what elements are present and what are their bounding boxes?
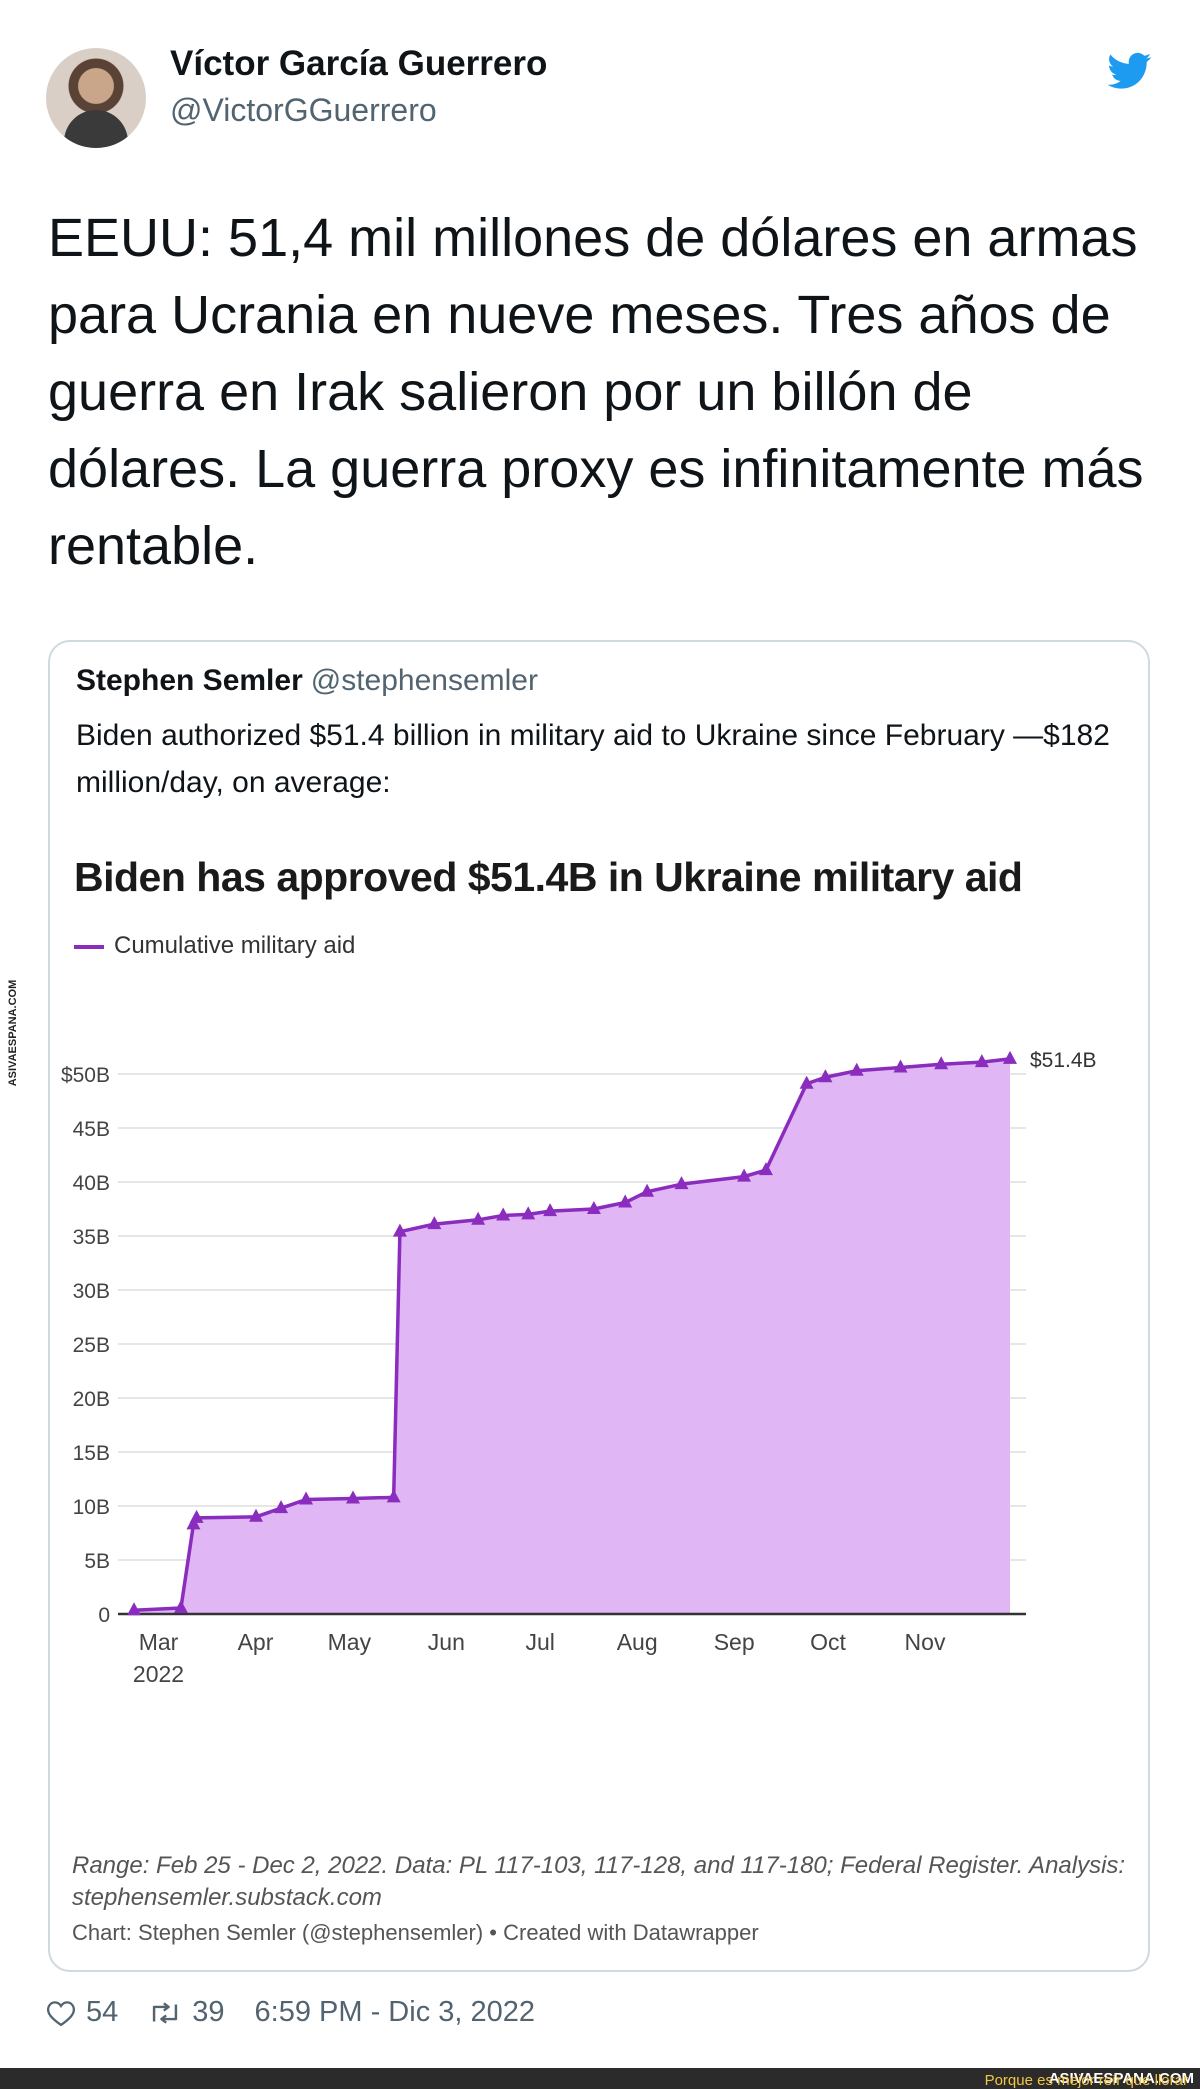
x-tick-label: Aug xyxy=(617,1629,658,1655)
data-point xyxy=(471,1211,486,1225)
data-point xyxy=(299,1491,314,1505)
data-point xyxy=(249,1508,264,1522)
data-point xyxy=(427,1216,442,1230)
data-point xyxy=(173,1600,188,1614)
x-tick-label: Oct xyxy=(810,1629,846,1655)
quoted-tweet-text: Biden authorized $51.4 billion in milita… xyxy=(76,719,1110,799)
heart-icon xyxy=(47,2000,75,2026)
retweet-count: 39 xyxy=(192,1996,225,2028)
quoted-author-handle: @stephensemler xyxy=(310,664,538,697)
y-tick-label: 0 xyxy=(98,1604,110,1627)
data-point xyxy=(1003,1050,1017,1064)
chart-legend: Cumulative military aid xyxy=(74,932,355,960)
chart-notes: Range: Feb 25 - Dec 2, 2022. Data: PL 11… xyxy=(72,1852,1126,1911)
data-point xyxy=(274,1500,289,1514)
quoted-tweet[interactable]: Stephen Semler @stephensemler Biden autho… xyxy=(48,640,1150,1972)
x-tick-label: Nov xyxy=(905,1629,946,1655)
banner-text[interactable]: Porque es mejor reír que llorar ASIVAESP… xyxy=(985,2070,1194,2089)
data-point xyxy=(893,1059,908,1073)
like-count: 54 xyxy=(86,1996,119,2028)
data-point xyxy=(799,1075,814,1089)
data-point xyxy=(849,1062,864,1076)
y-tick-label: 5B xyxy=(84,1550,110,1573)
x-tick-label: May xyxy=(328,1629,372,1655)
y-tick-label: 35B xyxy=(73,1226,110,1249)
data-point xyxy=(758,1162,773,1176)
legend-swatch xyxy=(74,944,104,949)
chart-title: Biden has approved $51.4B in Ukraine mil… xyxy=(74,854,1023,900)
quoted-author-name: Stephen Semler xyxy=(76,664,303,697)
side-watermark-text: ASIVAESPANA.COM xyxy=(7,979,19,1087)
y-tick-label: 25B xyxy=(73,1334,110,1357)
data-point xyxy=(543,1203,558,1217)
x-tick-label: Jun xyxy=(428,1629,465,1655)
tweet-footer: 54 39 6:59 PM - Dic 3, 2022 xyxy=(46,1996,535,2029)
end-value-label: $51.4B xyxy=(1030,1049,1097,1072)
retweet-icon xyxy=(153,2001,178,2024)
tweet-timestamp[interactable]: 6:59 PM - Dic 3, 2022 xyxy=(254,1996,536,2028)
banner-brand: ASIVAESPANA.COM xyxy=(1048,2070,1194,2087)
series-area xyxy=(134,1058,1010,1614)
data-point xyxy=(674,1176,689,1190)
x-tick-label: Apr xyxy=(238,1629,274,1655)
data-point xyxy=(618,1194,633,1208)
chart-credit: Chart: Stephen Semler (@stephensemler) •… xyxy=(72,1920,759,1945)
twitter-bird-icon[interactable] xyxy=(1108,52,1152,90)
y-tick-label: 30B xyxy=(73,1280,110,1303)
tweet-text: EEUU: 51,4 mil millones de dólares en ar… xyxy=(48,208,1144,576)
data-point xyxy=(386,1489,401,1503)
data-point xyxy=(640,1183,655,1197)
y-tick-label: 10B xyxy=(73,1496,110,1519)
like-button[interactable]: 54 xyxy=(46,1996,118,2029)
author-name[interactable]: Víctor García Guerrero xyxy=(170,44,548,83)
quoted-author[interactable]: Stephen Semler @stephensemler xyxy=(76,664,538,698)
data-point xyxy=(818,1069,833,1083)
author-handle[interactable]: @VictorGGuerrero xyxy=(170,92,437,128)
aid-area-chart: 0 5B 10B 15B 20B 25B 30B 35B 40B 45B $50B $51.4B Mar… xyxy=(61,1049,1097,1687)
banner-slogan: Porque es mejor reír que llorar xyxy=(984,2072,1188,2089)
data-point xyxy=(586,1201,601,1214)
side-watermark: ASIVAESPANA.COM xyxy=(4,975,22,1095)
x-tick-label: Mar xyxy=(139,1629,179,1655)
data-point xyxy=(737,1168,752,1182)
y-tick-label: 20B xyxy=(73,1388,110,1411)
y-tick-label: 15B xyxy=(73,1442,110,1465)
x-tick-label: Sep xyxy=(714,1629,755,1655)
avatar[interactable] xyxy=(46,48,146,148)
legend-label: Cumulative military aid xyxy=(114,932,356,959)
x-tick-label: Jul xyxy=(525,1629,554,1655)
data-point xyxy=(934,1056,949,1070)
x-tick-sublabel: 2022 xyxy=(133,1661,184,1687)
data-point xyxy=(127,1602,141,1616)
y-tick-label: $50B xyxy=(61,1064,110,1087)
data-point xyxy=(974,1054,989,1068)
data-point xyxy=(392,1223,407,1237)
data-point xyxy=(346,1490,360,1504)
data-point xyxy=(496,1207,511,1221)
retweet-button[interactable]: 39 xyxy=(148,1996,225,2029)
data-point xyxy=(189,1509,204,1523)
data-point xyxy=(521,1206,536,1220)
y-tick-label: 40B xyxy=(73,1172,110,1195)
series-line xyxy=(133,1057,1011,1612)
bottom-banner: Porque es mejor reír que llorar ASIVAESP… xyxy=(0,2068,1200,2089)
y-tick-label: 45B xyxy=(73,1118,110,1141)
